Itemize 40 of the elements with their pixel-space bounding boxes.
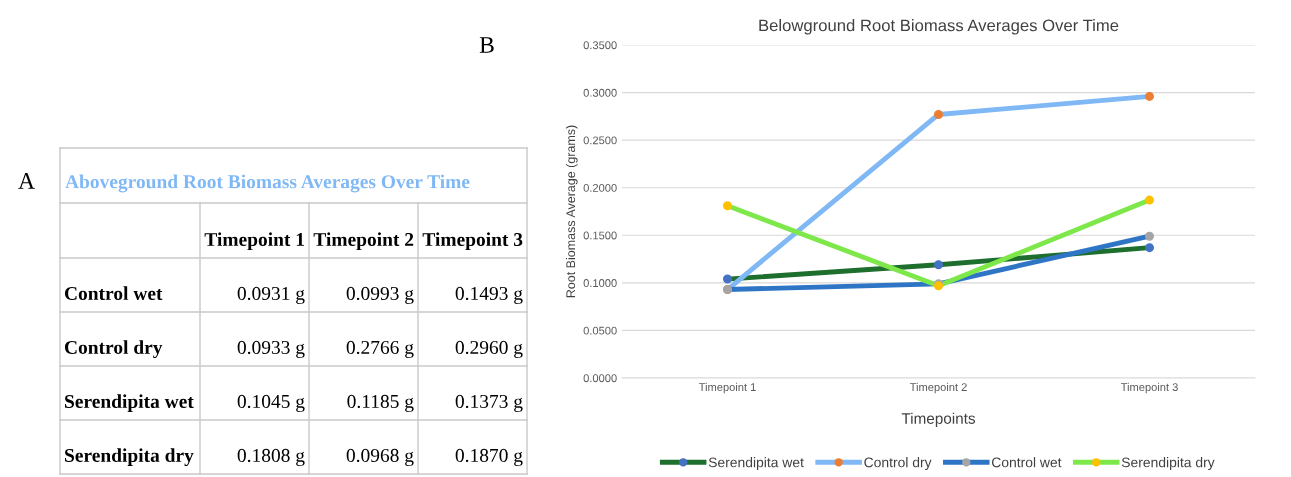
y-axis-title: Root Biomass Average (grams)	[565, 125, 578, 298]
y-tick-label: 0.2000	[583, 183, 617, 192]
chart-title: Belowground Root Biomass Averages Over Time	[759, 19, 1119, 35]
category-label: Timepoint 3	[422, 232, 523, 250]
text: B	[479, 37, 494, 53]
x-tick-label: Timepoint 2	[909, 382, 967, 394]
category-label: Control wet	[64, 286, 163, 301]
legend-label: Control wet	[991, 457, 1062, 468]
x-tick-label: Timepoint 3	[1120, 382, 1178, 394]
text: 0.1373 g	[455, 394, 523, 412]
text: 0.1185 g	[347, 394, 414, 412]
category-label: Control dry	[64, 340, 163, 358]
text: 0.1045 g	[237, 394, 305, 412]
text: 0.0931 g	[237, 286, 305, 304]
category-label: Timepoint 2	[313, 232, 414, 250]
text: 0.2960 g	[455, 340, 523, 358]
legend-label: Control dry	[864, 457, 932, 471]
y-tick-label: 0.2500	[583, 136, 617, 145]
x-tick-label: Timepoint 1	[698, 382, 756, 394]
y-tick-label: 0.3000	[583, 88, 617, 97]
y-tick-label: 0.0000	[583, 374, 617, 383]
y-tick-label: 0.3500	[583, 41, 617, 50]
text: 0.1870 g	[455, 448, 523, 466]
category-label: Serendipita wet	[65, 394, 194, 412]
text: 0.0993 g	[346, 286, 414, 304]
legend-label: Serendipita dry	[1121, 457, 1215, 471]
y-tick-label: 0.0500	[583, 326, 617, 335]
category-label: Serendipita dry	[65, 448, 194, 466]
text: 0.0933 g	[237, 340, 305, 358]
category-label: Timepoint 1	[204, 232, 304, 250]
text: 0.0968 g	[346, 448, 414, 466]
text: A	[18, 173, 35, 189]
x-axis-title: Timepoints	[901, 412, 976, 427]
y-tick-label: 0.1500	[583, 231, 617, 240]
legend-label: Serendipita wet	[708, 457, 804, 471]
y-tick-label: 0.1000	[583, 279, 617, 287]
text: 0.2766 g	[346, 340, 414, 358]
text: 0.1493 g	[455, 286, 523, 304]
text: 0.1808 g	[237, 448, 305, 466]
text: Aboveground Root Biomass Averages Over Time	[65, 174, 470, 193]
